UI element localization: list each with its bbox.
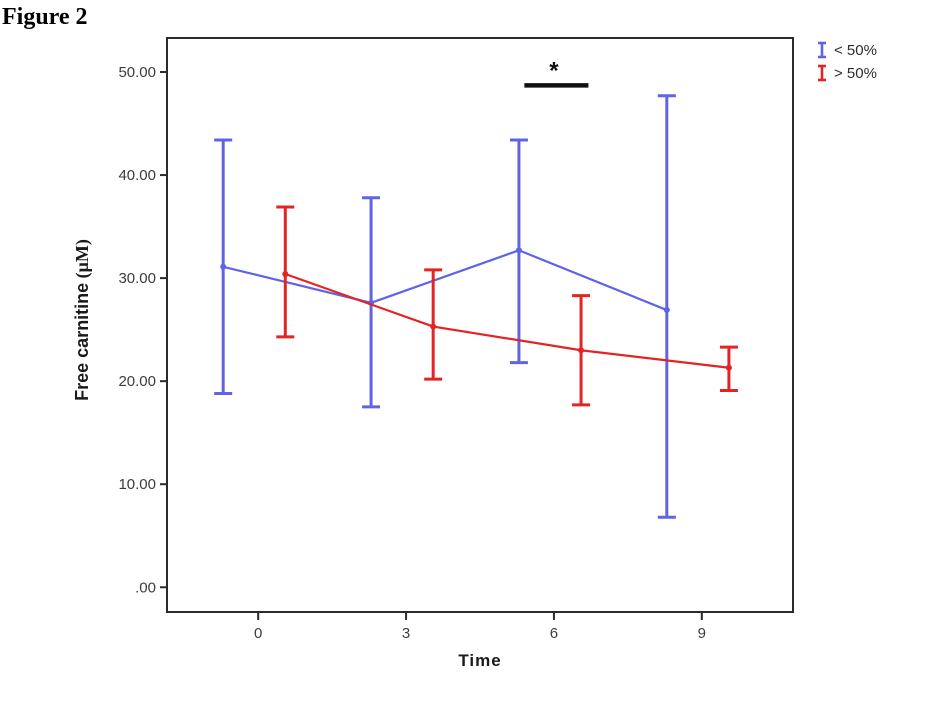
y-axis-title-main: Free carnitine (72, 283, 92, 401)
series-line-lt50 (222, 249, 668, 312)
x-axis-title: Time (458, 651, 501, 670)
significance-asterisk: * (549, 57, 559, 84)
y-tick-label: 30.00 (118, 270, 156, 287)
data-point (430, 323, 437, 330)
y-tick-label: 50.00 (118, 64, 156, 81)
y-tick-label: 10.00 (118, 476, 156, 493)
data-point (725, 364, 732, 371)
figure-title: Figure 2 (2, 4, 88, 30)
x-tick-label: 6 (550, 625, 558, 642)
y-axis-title: Free carnitine (μM) (72, 239, 93, 401)
y-tick-label: .00 (135, 579, 156, 596)
x-tick-label: 3 (402, 625, 410, 642)
x-tick-label: 9 (698, 625, 706, 642)
legend-label: > 50% (834, 65, 877, 82)
data-point (515, 247, 522, 254)
y-axis-title-unit: (μM) (72, 239, 93, 283)
data-point (282, 270, 289, 277)
y-tick-label: 40.00 (118, 167, 156, 184)
series-line-gt50 (284, 272, 730, 369)
x-tick-label: 0 (254, 625, 262, 642)
data-point (663, 307, 670, 314)
legend-label: < 50% (834, 42, 877, 59)
plot-frame (166, 37, 794, 613)
y-tick-label: 20.00 (118, 373, 156, 390)
data-point (578, 347, 585, 354)
data-point (220, 263, 227, 270)
